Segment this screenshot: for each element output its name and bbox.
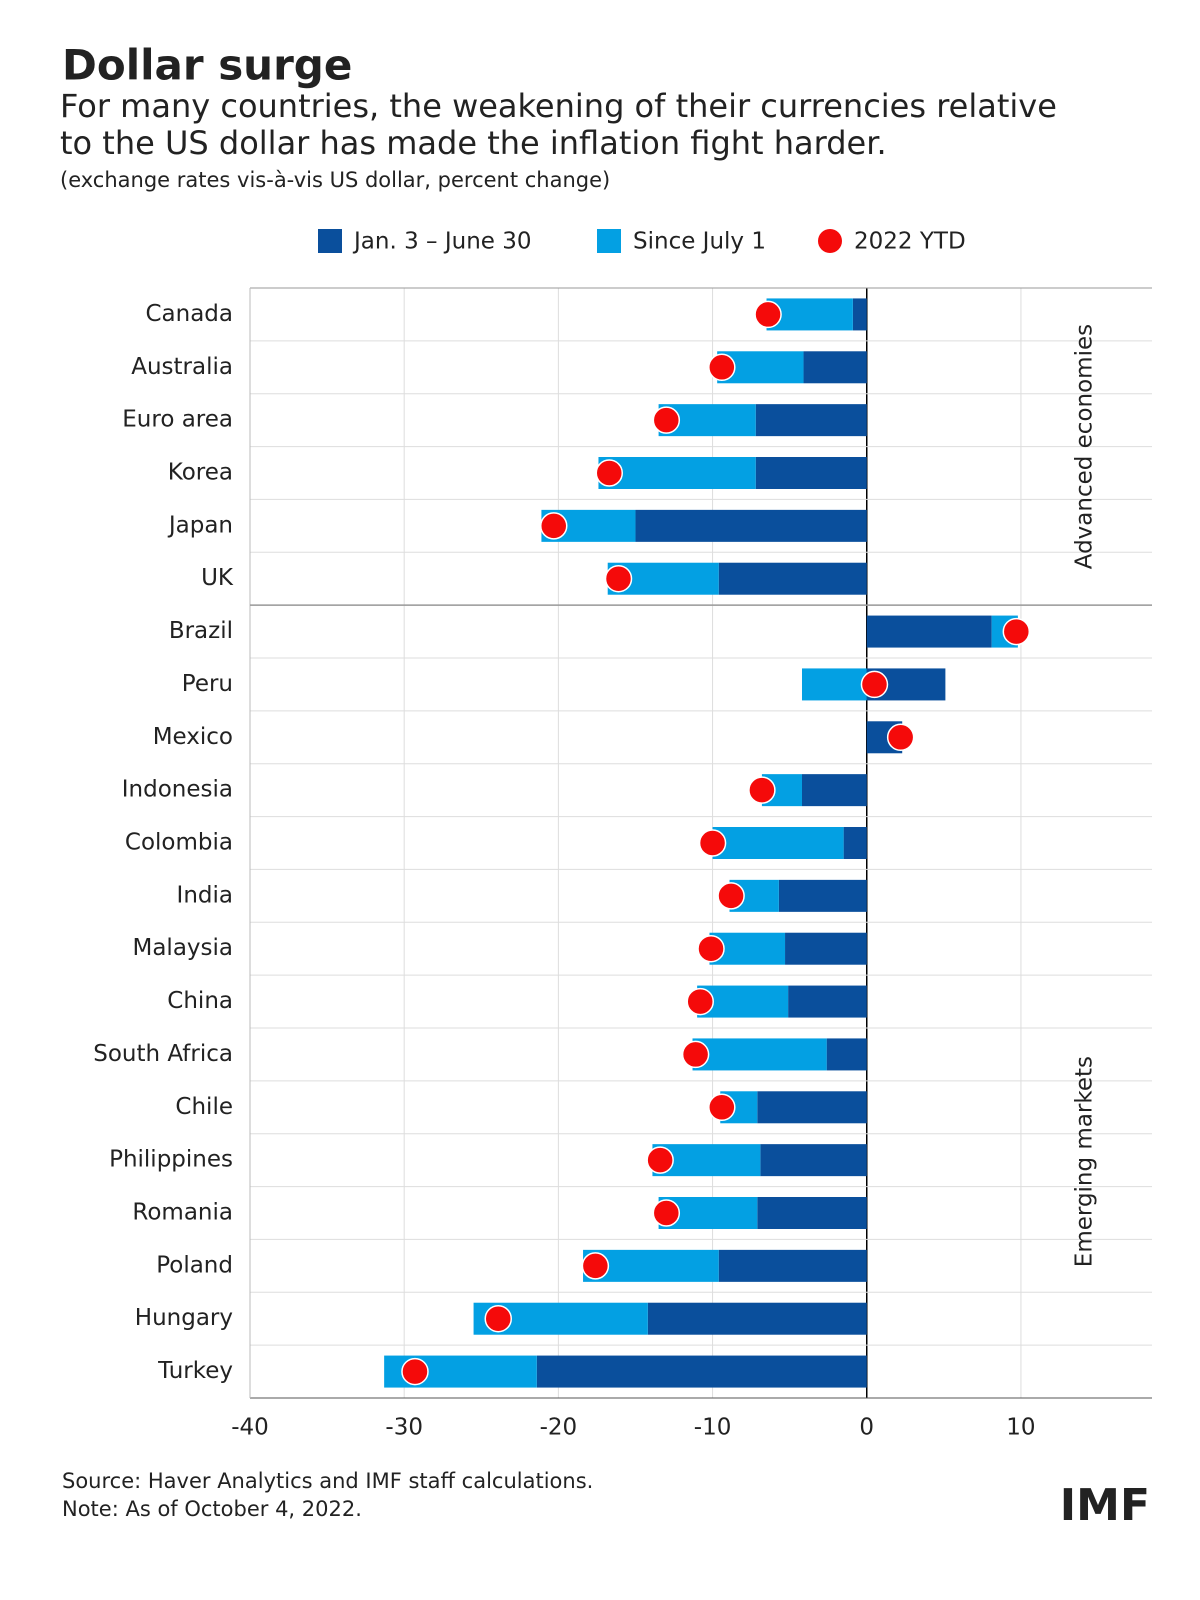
ytd-marker (708, 1093, 736, 1122)
bar-segment (755, 457, 867, 489)
bar-segment (718, 1249, 867, 1282)
ytd-marker (698, 829, 727, 857)
x-tick-label: -20 (540, 1415, 578, 1441)
bar-segment (536, 1355, 867, 1388)
chart-subtitle: For many countries, the weakening of the… (60, 87, 1057, 125)
units-note: (exchange rates vis-à-vis US dollar, per… (60, 168, 610, 192)
y-tick-label: Australia (131, 354, 233, 380)
bar-segment (788, 985, 867, 1018)
group-label: Emerging markets (1072, 1056, 1098, 1267)
logo: IMF (1060, 1480, 1150, 1531)
bar-segment (718, 562, 867, 595)
y-tick-label: Peru (182, 671, 233, 697)
y-tick-label: Brazil (169, 618, 233, 644)
y-tick-label: Chile (175, 1094, 233, 1120)
bar-segment (712, 827, 844, 859)
bar-segment (866, 615, 992, 648)
ytd-marker (860, 670, 889, 699)
y-tick-label: Colombia (125, 830, 233, 856)
ytd-marker (652, 406, 681, 434)
bar-segment (826, 1038, 867, 1071)
ytd-marker (748, 776, 776, 804)
y-tick-label: UK (201, 565, 234, 591)
ytd-marker (652, 1199, 681, 1227)
ytd-marker (604, 564, 633, 593)
y-tick-label: Malaysia (132, 935, 233, 961)
ytd-marker (681, 1040, 710, 1069)
y-tick-label: China (167, 988, 233, 1014)
y-tick-label: Romania (132, 1200, 233, 1226)
source: Source: Haver Analytics and IMF staff ca… (62, 1469, 593, 1493)
ytd-marker (646, 1146, 674, 1174)
bar-segment (757, 1197, 867, 1229)
y-tick-label: Poland (156, 1252, 233, 1278)
bar-segment (598, 457, 756, 489)
bar-segment (801, 774, 867, 807)
y-tick-label: Indonesia (122, 777, 233, 803)
legend-swatch (818, 229, 842, 253)
ytd-marker (886, 723, 915, 752)
x-tick-label: 10 (1006, 1415, 1035, 1441)
note: Note: As of October 4, 2022. (62, 1497, 362, 1521)
bar-segment (843, 827, 867, 859)
bar-segment (801, 668, 867, 701)
chart-title: Dollar surge (62, 41, 352, 90)
bar-segment (647, 1302, 867, 1335)
ytd-marker (1002, 617, 1031, 646)
ytd-marker (595, 459, 624, 487)
y-tick-label: Philippines (109, 1147, 233, 1173)
legend-swatch (318, 229, 342, 253)
y-tick-label: Hungary (135, 1305, 233, 1331)
legend-label: Jan. 3 – June 30 (352, 229, 532, 255)
ytd-marker (581, 1252, 610, 1280)
bar-segment (692, 1038, 827, 1071)
ytd-marker (401, 1357, 429, 1386)
y-tick-label: South Africa (93, 1041, 233, 1067)
ytd-marker (484, 1304, 512, 1333)
group-label: Advanced economies (1072, 324, 1098, 569)
bar-segment (755, 404, 867, 437)
bar-segment (785, 932, 867, 965)
legend-label: 2022 YTD (854, 229, 966, 255)
bar-segment (757, 1091, 867, 1124)
chart-subtitle: to the US dollar has made the inflation … (60, 124, 887, 162)
ytd-marker (697, 934, 725, 963)
bar-segment (852, 298, 867, 331)
y-tick-label: Mexico (153, 724, 233, 750)
x-tick-label: -10 (694, 1415, 732, 1441)
y-tick-label: Turkey (157, 1358, 233, 1384)
bar-segment (760, 1144, 867, 1177)
ytd-marker (708, 353, 736, 382)
y-tick-label: Canada (145, 301, 233, 327)
bar-segment (778, 879, 867, 912)
ytd-marker (686, 987, 714, 1016)
y-tick-label: India (177, 882, 233, 908)
bar-segment (803, 351, 867, 384)
x-tick-label: -30 (385, 1415, 423, 1441)
y-tick-label: Euro area (122, 407, 233, 433)
x-tick-label: -40 (231, 1415, 269, 1441)
x-tick-label: 0 (859, 1415, 874, 1441)
bar-segment (635, 509, 867, 542)
ytd-marker (540, 512, 568, 540)
ytd-marker (754, 300, 782, 329)
y-tick-label: Japan (167, 512, 233, 538)
legend-swatch (597, 229, 621, 253)
legend-label: Since July 1 (633, 229, 766, 255)
ytd-marker (717, 882, 745, 910)
y-tick-label: Korea (168, 460, 233, 486)
